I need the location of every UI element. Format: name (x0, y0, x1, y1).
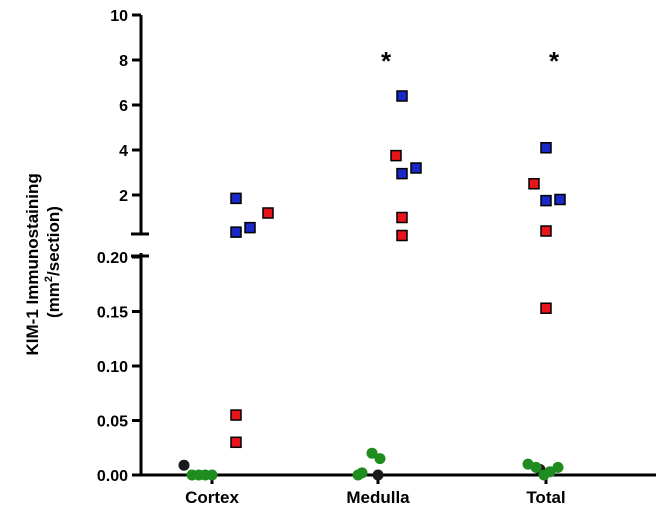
data-point-square (554, 193, 566, 206)
y-tick-label: 6 (119, 98, 128, 115)
data-point-square (230, 192, 242, 205)
y-ticks: 0.00 0.05 0.10 0.15 0.20 2 4 6 8 10 (97, 8, 141, 485)
data-point-circle (374, 453, 386, 465)
y-axis-title-line2-suffix: /section) (44, 206, 63, 276)
data-point-square (396, 211, 408, 224)
data-point-square (540, 225, 552, 237)
data-point-circle (530, 461, 542, 473)
y-tick-label: 10 (110, 8, 128, 25)
data-point-square (540, 194, 552, 207)
x-tick-label: Cortex (185, 488, 239, 507)
data-point-square (390, 149, 402, 162)
y-tick-label: 4 (119, 143, 128, 160)
data-point-square (396, 229, 408, 242)
data-point-square (230, 226, 242, 238)
data-point-square (396, 90, 408, 102)
data-point-square (262, 207, 274, 219)
y-axis-title-line2-sup: 2 (43, 276, 55, 282)
data-point-square (528, 178, 540, 190)
axes (131, 15, 656, 477)
y-tick-label: 0.10 (97, 359, 128, 376)
data-point-circle (206, 469, 218, 481)
y-tick-label: 2 (119, 188, 128, 205)
data-point-square (540, 302, 552, 314)
y-axis-title-line1: KIM-1 Immunostaining (23, 173, 42, 355)
data-point-circle (366, 447, 378, 459)
data-point-circle (352, 469, 364, 481)
significance-asterisk: * (549, 46, 560, 76)
data-points (178, 90, 566, 481)
data-point-square (244, 221, 256, 234)
data-point-square (396, 167, 408, 180)
y-tick-label: 0.20 (97, 250, 128, 267)
x-categories: Cortex Medulla Total (185, 475, 566, 507)
x-tick-label: Total (526, 488, 565, 507)
data-point-square (230, 409, 242, 421)
data-point-square (540, 142, 552, 154)
x-tick-label: Medulla (346, 488, 410, 507)
y-tick-label: 0.00 (97, 468, 128, 485)
y-tick-label: 8 (119, 53, 128, 70)
data-point-circle (178, 459, 190, 471)
data-point-square (410, 162, 422, 174)
y-axis-title: KIM-1 Immunostaining (mm2/section) (23, 168, 63, 355)
data-point-circle (372, 469, 384, 481)
significance-markers: * * (381, 46, 560, 76)
significance-asterisk: * (381, 46, 392, 76)
data-point-circle (552, 461, 564, 473)
y-tick-label: 0.05 (97, 414, 128, 431)
data-point-square (230, 436, 242, 449)
y-axis-title-line2-prefix: (mm (44, 282, 63, 318)
y-tick-label: 0.15 (97, 305, 128, 322)
